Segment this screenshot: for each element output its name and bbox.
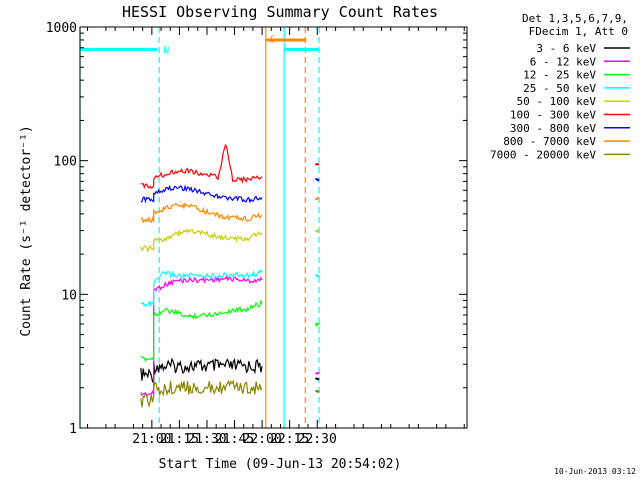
series-line-4-after-gap (315, 229, 320, 234)
legend-label-7: 800 - 7000 keV (503, 135, 596, 148)
series-line-6-after-gap (315, 178, 320, 182)
legend-label-5: 100 - 300 keV (510, 109, 596, 122)
series-line-0 (140, 357, 263, 384)
series-line-2-after-gap (314, 322, 320, 327)
legend-label-1: 6 - 12 keV (530, 55, 597, 68)
legend-label-6: 300 - 800 keV (510, 122, 596, 135)
x-tick-label-6: 22:30 (298, 432, 337, 447)
y-tick-label-0: 1 (69, 422, 77, 437)
x-tick-label-4: 22:00 (243, 432, 282, 447)
plot-frame (79, 26, 468, 429)
x-tick-label-3: 21:45 (215, 432, 254, 447)
series-line-8-after-gap (315, 389, 320, 394)
legend-header-0: Det 1,3,5,6,7,9, (522, 12, 628, 25)
legend-label-3: 25 - 50 keV (523, 82, 596, 95)
series-line-3-after-gap (315, 273, 320, 278)
y-axis: 1 10 100 1000 (46, 21, 467, 437)
x-axis-label: Start Time (09-Jun-13 20:54:02) (159, 457, 402, 472)
x-tick-label-2: 21:30 (187, 432, 226, 447)
y-tick-label-2: 100 (54, 155, 77, 170)
series-line-1 (140, 274, 263, 397)
series-line-4 (140, 228, 263, 253)
series-line-7 (140, 202, 263, 224)
series-line-0-after-gap (315, 377, 320, 381)
series-line-2 (140, 299, 263, 363)
annotation-s: S (270, 35, 276, 46)
series-line-5 (140, 143, 263, 189)
legend-label-2: 12 - 25 keV (523, 69, 596, 82)
x-tick-label-0: 21:00 (132, 432, 171, 447)
plot-area: NS (79, 27, 320, 428)
date-stamp: 10-Jun-2013 03:12 (554, 467, 636, 476)
y-tick-label-1: 10 (61, 288, 77, 303)
x-tick-label-1: 21:15 (160, 432, 199, 447)
series-line-7-after-gap (314, 197, 320, 201)
x-tick-label-5: 22:15 (270, 432, 309, 447)
annotation-n: N (163, 45, 169, 56)
series-line-8 (140, 379, 263, 409)
y-tick-label-3: 1000 (46, 21, 77, 36)
series-line-6 (140, 184, 263, 204)
legend-header-1: FDecim 1, Att 0 (529, 25, 628, 38)
y-axis-label: Count Rate (s⁻¹ detector⁻¹) (19, 125, 34, 336)
series-line-3 (140, 268, 263, 308)
series-line-5-after-gap (314, 162, 320, 166)
legend-label-8: 7000 - 20000 keV (490, 148, 596, 161)
legend: Det 1,3,5,6,7,9,FDecim 1, Att 0 3 - 6 keV… (490, 12, 630, 161)
series-line-1-after-gap (315, 371, 320, 375)
chart-title: HESSI Observing Summary Count Rates (122, 3, 438, 21)
legend-label-0: 3 - 6 keV (536, 42, 596, 55)
legend-label-4: 50 - 100 keV (517, 95, 597, 108)
